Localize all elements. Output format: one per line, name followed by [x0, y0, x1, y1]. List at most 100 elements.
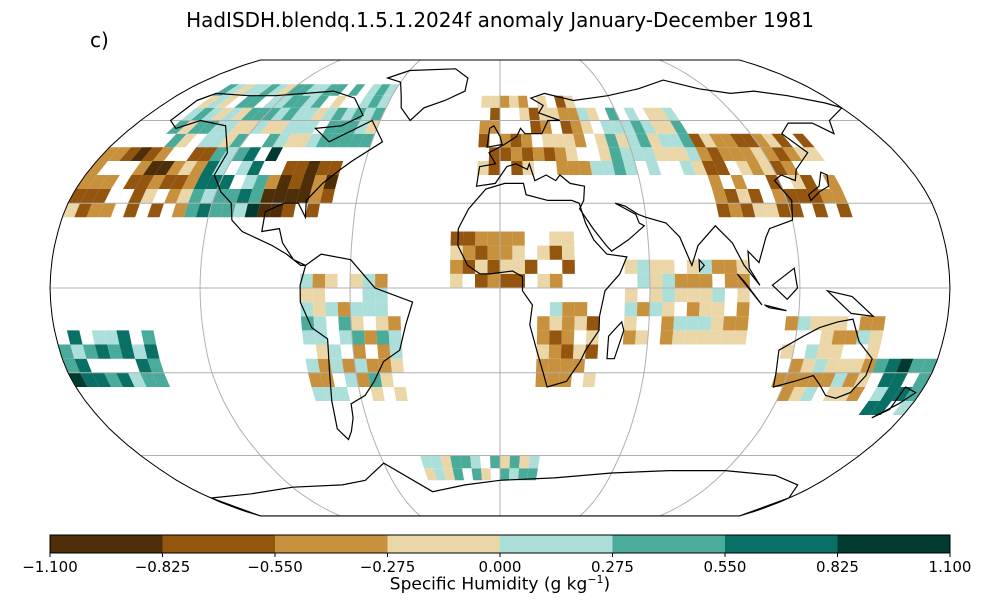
anomaly-cell	[135, 358, 152, 373]
anomaly-cell	[707, 175, 724, 189]
anomaly-cell	[291, 120, 311, 134]
anomaly-cell	[164, 189, 182, 204]
anomaly-cell	[735, 316, 749, 331]
anomaly-cell	[281, 161, 299, 175]
anomaly-cell	[246, 161, 265, 175]
anomaly-cell	[376, 95, 393, 108]
anomaly-cell	[270, 107, 292, 121]
colorbar-bin	[837, 535, 951, 553]
anomaly-cell	[462, 231, 476, 246]
anomaly-cell	[366, 358, 380, 373]
anomaly-cell	[210, 107, 235, 121]
anomaly-cell	[104, 372, 123, 387]
colorbar-bin	[50, 535, 163, 553]
anomaly-cell	[340, 107, 358, 121]
anomaly-cell	[272, 133, 292, 148]
anomaly-cell	[519, 455, 530, 469]
anomaly-cell	[500, 245, 513, 260]
anomaly-cell	[301, 120, 321, 134]
anomaly-cell	[536, 330, 550, 345]
coastline	[457, 182, 628, 388]
anomaly-cell	[165, 161, 187, 175]
anomaly-cell	[490, 95, 500, 108]
anomaly-cell	[123, 203, 140, 218]
anomaly-cell	[275, 84, 298, 96]
anomaly-cell	[880, 387, 901, 401]
anomaly-cell	[351, 330, 365, 345]
anomaly-cell	[562, 302, 575, 317]
anomaly-cell	[574, 316, 588, 331]
anomaly-cell	[450, 231, 464, 246]
anomaly-cell	[259, 120, 281, 134]
anomaly-cell	[686, 302, 700, 317]
anomaly-cell	[215, 95, 240, 108]
anomaly-cell	[687, 288, 700, 303]
anomaly-cell	[604, 133, 620, 148]
anomaly-cell	[509, 468, 519, 481]
anomaly-cell	[280, 120, 301, 134]
anomaly-cell	[370, 387, 385, 401]
anomaly-cell	[559, 120, 574, 134]
anomaly-cell	[624, 288, 638, 303]
anomaly-cell	[252, 175, 270, 189]
anomaly-cell	[420, 455, 434, 469]
anomaly-cell	[130, 147, 153, 161]
anomaly-cell	[687, 273, 700, 288]
anomaly-cell	[812, 203, 829, 218]
anomaly-cell	[462, 245, 476, 260]
anomaly-cell	[548, 344, 562, 359]
anomaly-cell	[547, 372, 560, 387]
anomaly-cell	[712, 288, 725, 303]
anomaly-cell	[788, 387, 807, 401]
anomaly-cell	[510, 133, 522, 148]
anomaly-cell	[315, 344, 330, 359]
anomaly-cell	[68, 372, 88, 387]
anomaly-cell	[266, 84, 290, 96]
anomaly-cell	[535, 95, 548, 108]
anomaly-cell	[239, 84, 265, 96]
anomaly-cell	[736, 302, 750, 317]
anomaly-cell	[662, 273, 675, 288]
anomaly-cell	[872, 358, 890, 373]
anomaly-cell	[500, 259, 513, 274]
anomaly-cell	[341, 358, 356, 373]
anomaly-cell	[460, 455, 472, 469]
anomaly-cell	[788, 358, 805, 373]
colorbar-tick-label: −0.275	[359, 558, 416, 576]
anomaly-cell	[284, 84, 307, 96]
anomaly-cell	[784, 316, 799, 331]
globe-outline	[49, 59, 951, 517]
anomaly-cell	[730, 175, 748, 189]
anomaly-cell	[512, 245, 525, 260]
anomaly-cell	[746, 161, 765, 175]
anomaly-cell	[350, 302, 364, 317]
anomaly-cell	[370, 107, 386, 121]
anomaly-cell	[189, 161, 209, 175]
anomaly-cell	[99, 175, 120, 189]
anomaly-cell	[147, 358, 164, 373]
anomaly-cell	[308, 372, 324, 387]
coastline	[698, 258, 706, 273]
anomaly-cell	[712, 161, 731, 175]
anomaly-cell	[891, 387, 913, 401]
anomaly-cell	[315, 133, 333, 148]
anomaly-cell	[518, 468, 529, 481]
anomaly-cell	[529, 120, 542, 134]
anomaly-cell	[549, 273, 563, 288]
anomaly-cell	[687, 133, 707, 148]
anomaly-cell	[134, 175, 155, 189]
anomaly-cell	[735, 161, 754, 175]
anomaly-cell	[512, 259, 525, 274]
anomaly-cell	[819, 330, 835, 345]
anomaly-cell	[281, 203, 296, 218]
anomaly-cell	[80, 372, 100, 387]
anomaly-cell	[912, 372, 932, 387]
anomaly-cell	[752, 203, 768, 218]
anomaly-cell	[641, 147, 657, 161]
anomaly-cell	[98, 203, 116, 218]
anomaly-cell	[339, 330, 353, 345]
anomaly-cell	[87, 175, 109, 189]
anomaly-cell	[312, 302, 326, 317]
anomaly-cell	[557, 107, 570, 121]
anomaly-cell	[685, 316, 700, 331]
